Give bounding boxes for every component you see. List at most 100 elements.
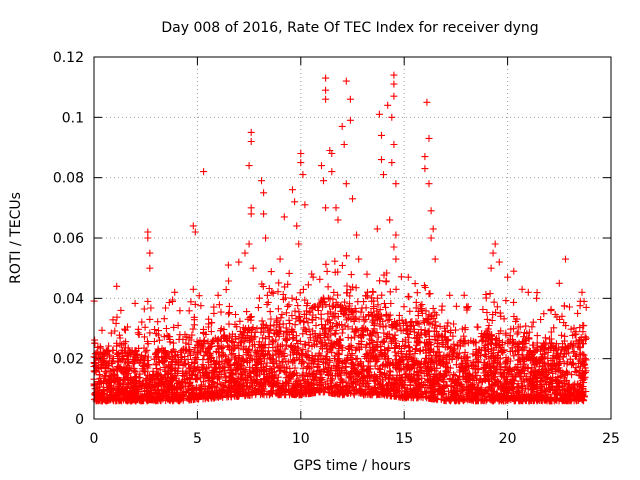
roti-point [229, 367, 237, 375]
roti-point [237, 388, 245, 396]
roti-point [326, 302, 334, 310]
roti-point [406, 381, 414, 389]
roti-point [411, 350, 419, 358]
roti-point [308, 371, 316, 379]
roti-point [399, 338, 407, 345]
roti-point [300, 358, 308, 366]
roti-point [323, 317, 331, 325]
roti-point [258, 280, 266, 288]
roti-point [229, 338, 237, 346]
roti-point [351, 305, 359, 312]
roti-point [240, 356, 248, 364]
roti-point [268, 381, 276, 389]
roti-point [353, 326, 361, 334]
roti-point [499, 338, 506, 346]
roti-point [449, 332, 457, 340]
roti-point [556, 316, 564, 323]
roti-point [394, 365, 402, 373]
roti-point [355, 381, 363, 389]
roti-point [551, 360, 558, 368]
roti-point [417, 302, 425, 310]
roti-point [253, 325, 261, 333]
roti-point [206, 350, 214, 358]
roti-point [289, 357, 297, 365]
roti-point [571, 367, 579, 375]
roti-point [279, 320, 287, 328]
roti-point [256, 380, 264, 388]
roti-point [339, 391, 346, 399]
roti-point [467, 337, 475, 345]
roti-point [109, 374, 117, 382]
roti-point [151, 395, 159, 403]
roti-point [267, 268, 275, 276]
roti-point [489, 249, 497, 257]
roti-point [91, 390, 99, 398]
roti-point [347, 315, 355, 323]
roti-point [122, 338, 130, 346]
roti-point [309, 304, 317, 311]
roti-point [359, 324, 367, 332]
roti-point [537, 395, 545, 403]
roti-point [374, 355, 382, 363]
roti-point [424, 318, 432, 326]
roti-point [359, 331, 366, 339]
roti-point [196, 346, 204, 354]
roti-point [342, 379, 350, 387]
roti-point [225, 332, 233, 340]
roti-point [338, 346, 346, 354]
roti-point [443, 359, 451, 367]
roti-point [274, 305, 282, 313]
roti-point [513, 343, 521, 351]
roti-point [383, 269, 391, 277]
roti-point [212, 347, 220, 355]
roti-point [456, 366, 464, 374]
roti-point [421, 284, 429, 291]
roti-point [300, 324, 308, 332]
roti-point [566, 355, 574, 363]
roti-point [350, 375, 357, 383]
roti-point [403, 327, 411, 335]
roti-point [257, 360, 265, 368]
roti-point [338, 366, 346, 374]
roti-point [357, 358, 365, 366]
roti-point [213, 357, 221, 365]
roti-point [426, 338, 434, 346]
roti-point [194, 350, 202, 358]
roti-point [369, 389, 377, 397]
roti-point [470, 395, 478, 403]
roti-point [425, 180, 433, 188]
roti-point [454, 395, 462, 403]
roti-point [488, 375, 495, 383]
roti-point [104, 385, 112, 393]
roti-point [464, 382, 472, 390]
roti-point [353, 354, 361, 362]
roti-point [388, 359, 396, 367]
roti-point [441, 363, 449, 371]
roti-point [170, 323, 178, 331]
roti-point [400, 303, 408, 311]
roti-point [382, 303, 390, 311]
roti-point [464, 303, 472, 311]
roti-point [263, 359, 271, 367]
roti-point [103, 379, 111, 387]
roti-point [375, 110, 383, 118]
roti-point [233, 391, 240, 399]
roti-point [343, 282, 351, 290]
roti-point [376, 277, 384, 285]
roti-point [495, 378, 503, 386]
roti-point [358, 325, 366, 333]
roti-point [232, 311, 239, 318]
roti-point [547, 376, 555, 383]
roti-point [537, 316, 545, 323]
roti-point [385, 345, 393, 353]
roti-point [545, 384, 553, 392]
roti-point [495, 330, 503, 337]
roti-point [225, 369, 233, 377]
x-axis-label: GPS time / hours [293, 458, 410, 474]
roti-point [275, 391, 283, 399]
roti-point [418, 309, 426, 317]
roti-point [349, 195, 356, 203]
roti-point [350, 390, 358, 397]
roti-point [232, 378, 239, 386]
roti-point [143, 384, 151, 392]
